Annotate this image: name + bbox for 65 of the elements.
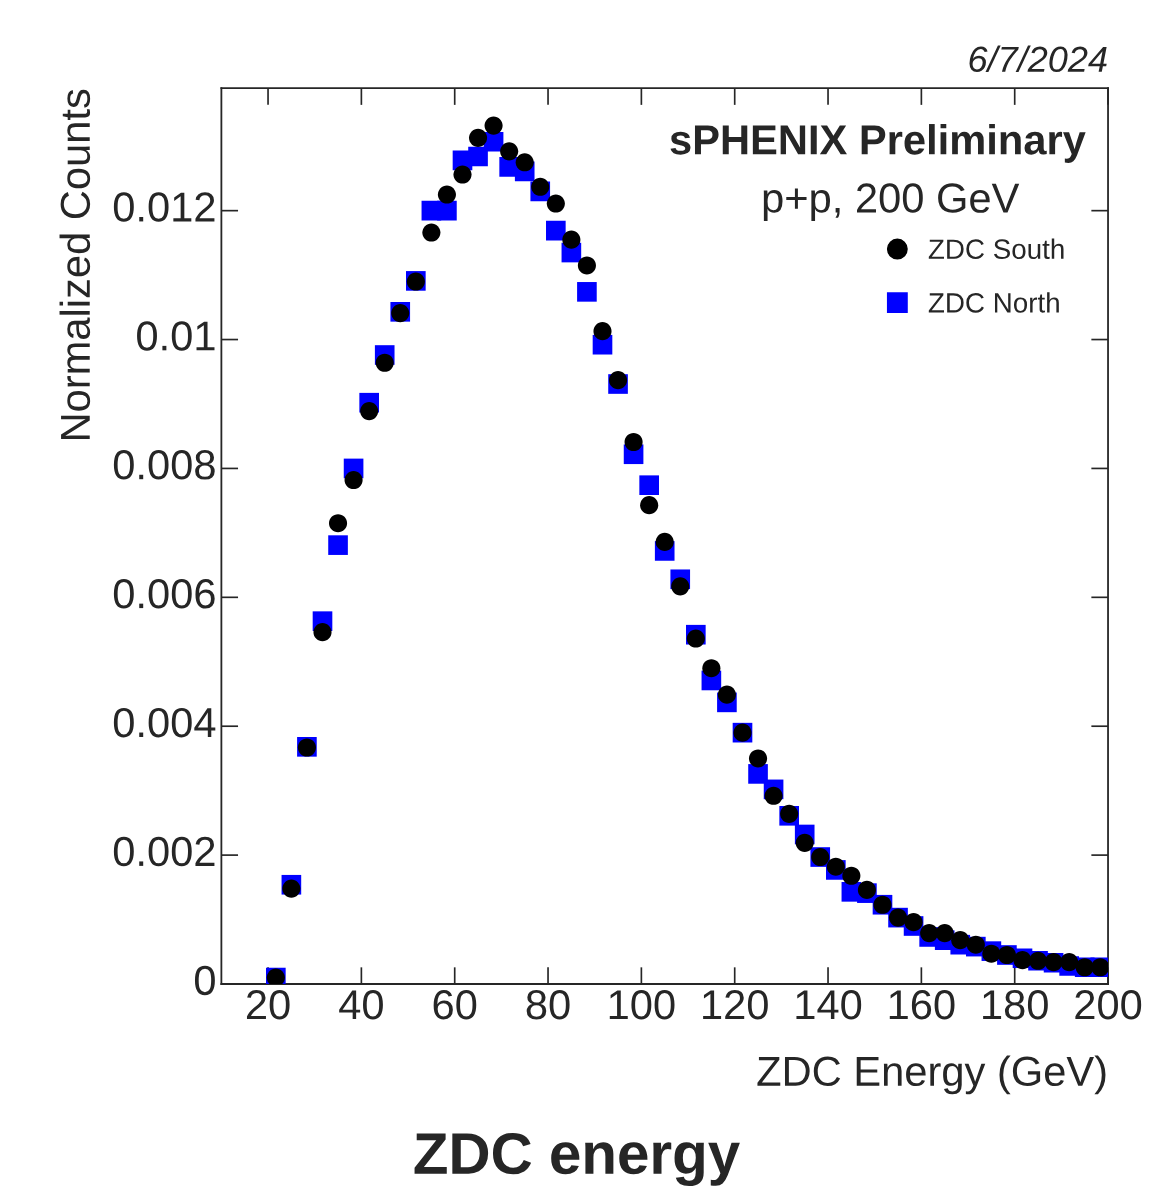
- point: [437, 185, 456, 204]
- point: [344, 470, 363, 490]
- point: [702, 659, 721, 678]
- point: [422, 223, 441, 242]
- point: [313, 623, 332, 642]
- y-tick-label: 0: [194, 965, 215, 996]
- annotation: sPHENIX Preliminary: [670, 124, 1086, 163]
- point: [717, 685, 736, 704]
- text: 6/7/2024: [969, 45, 1107, 73]
- point: [546, 194, 565, 213]
- point: [282, 879, 301, 898]
- x-tick-label: 120: [703, 989, 768, 1020]
- point: [468, 146, 488, 167]
- point: [624, 432, 643, 452]
- point: [1060, 953, 1079, 972]
- text: ZDC energy: [414, 1132, 740, 1187]
- point: [437, 200, 457, 221]
- point: [484, 116, 503, 135]
- point: [515, 153, 534, 172]
- point: [842, 866, 861, 885]
- point: [795, 833, 814, 852]
- point: [671, 577, 690, 596]
- y-tick-label: 0.008: [113, 450, 215, 480]
- legend-label: ZDC North: [928, 292, 1059, 313]
- point: [360, 402, 379, 421]
- point: [826, 857, 845, 876]
- x-axis-title: ZDC Energy (GeV): [757, 1055, 1106, 1095]
- point: [453, 165, 472, 184]
- x-tick-label: 60: [433, 989, 477, 1020]
- point: [468, 128, 488, 147]
- x-tick-label: 40: [339, 989, 383, 1020]
- point: [577, 282, 597, 302]
- point: [500, 142, 519, 161]
- point: [951, 931, 970, 950]
- point: [935, 924, 954, 943]
- y-tick-label: 0.004: [113, 707, 216, 738]
- point: [562, 230, 581, 249]
- point: [748, 749, 768, 768]
- point: [328, 535, 348, 555]
- point: [655, 532, 674, 551]
- point: [546, 220, 566, 241]
- point: [608, 371, 628, 390]
- x-tick-label: 200: [1075, 989, 1142, 1020]
- x-tick-label: 140: [796, 989, 862, 1020]
- y-tick-label: 0.006: [113, 579, 215, 609]
- y-tick-label: 0.012: [113, 192, 215, 222]
- point: [531, 177, 550, 196]
- point: [764, 786, 783, 805]
- point: [639, 475, 659, 496]
- point: [375, 353, 394, 372]
- annotation: p+p, 200 GeV: [763, 183, 1020, 222]
- y-axis-title: Normalized Counts: [59, 89, 91, 440]
- point: [593, 322, 612, 341]
- x-tick-label: 100: [609, 989, 675, 1020]
- legend-label: ZDC South: [928, 238, 1064, 260]
- point: [577, 256, 596, 275]
- x-tick-label: 80: [526, 989, 570, 1020]
- point: [328, 514, 348, 533]
- x-tick-label: 180: [983, 989, 1048, 1020]
- x-tick-label: 160: [889, 989, 955, 1020]
- y-tick-label: 0.002: [113, 836, 215, 867]
- x-tick-label: 20: [246, 989, 290, 1020]
- point: [686, 629, 705, 648]
- point: [640, 496, 659, 515]
- y-tick-label: 0.01: [137, 321, 215, 351]
